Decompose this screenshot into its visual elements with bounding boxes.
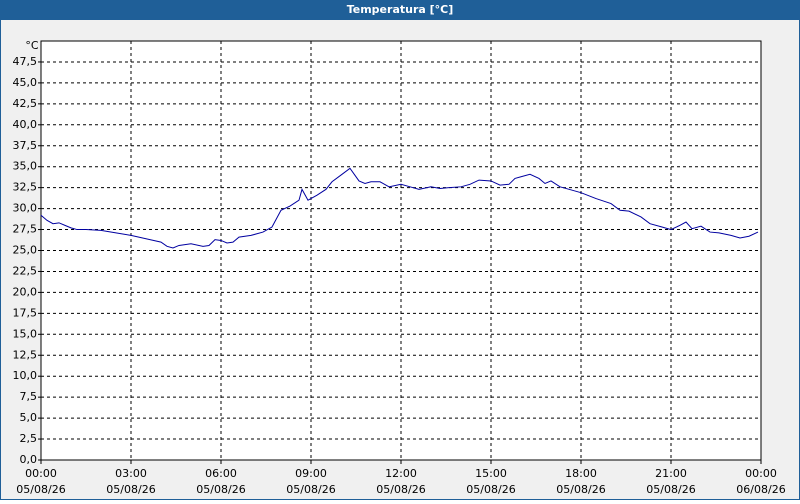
y-tick-label: 2,5 — [20, 432, 38, 445]
y-tick-label: 35,0 — [13, 160, 38, 173]
x-tick-date: 05/08/26 — [196, 483, 245, 496]
x-tick-date: 05/08/26 — [466, 483, 515, 496]
y-tick-label: 25,0 — [13, 244, 38, 257]
line-series — [40, 167, 759, 249]
x-tick-label: 09:00 — [295, 467, 327, 480]
y-tick-label: 32,5 — [13, 181, 38, 194]
x-tick-date: 05/08/26 — [286, 483, 335, 496]
y-tick-label: 12,5 — [13, 348, 38, 361]
y-tick-label: 7,5 — [20, 390, 38, 403]
y-tick-label: 47,5 — [13, 55, 38, 68]
y-tick-label: 30,0 — [13, 202, 38, 215]
y-tick-label: 0,0 — [20, 453, 38, 466]
x-tick-label: 00:00 — [745, 467, 777, 480]
x-tick-date: 05/08/26 — [16, 483, 65, 496]
x-tick-date: 05/08/26 — [646, 483, 695, 496]
x-tick-date: 06/08/26 — [736, 483, 785, 496]
y-tick-label: 45,0 — [13, 76, 38, 89]
x-tick-label: 21:00 — [655, 467, 687, 480]
y-tick-label: 40,0 — [13, 118, 38, 131]
x-tick-label: 03:00 — [115, 467, 147, 480]
y-tick-label: 37,5 — [13, 139, 38, 152]
x-tick-date: 05/08/26 — [106, 483, 155, 496]
x-tick-label: 18:00 — [565, 467, 597, 480]
y-unit: °C — [25, 39, 39, 52]
y-tick-label: 22,5 — [13, 264, 38, 277]
y-tick-label: 42,5 — [13, 97, 38, 110]
y-tick-label: 10,0 — [13, 369, 38, 382]
x-tick-label: 00:00 — [25, 467, 57, 480]
chart-title: Temperatura [°C] — [347, 3, 454, 16]
x-tick-date: 05/08/26 — [376, 483, 425, 496]
y-tick-label: 20,0 — [13, 285, 38, 298]
x-tick-label: 15:00 — [475, 467, 507, 480]
title-bar — [0, 0, 800, 20]
y-tick-label: 5,0 — [20, 411, 38, 424]
x-tick-label: 12:00 — [385, 467, 417, 480]
x-tick-label: 06:00 — [205, 467, 237, 480]
x-tick-date: 05/08/26 — [556, 483, 605, 496]
y-tick-label: 15,0 — [13, 327, 38, 340]
y-tick-label: 17,5 — [13, 306, 38, 319]
y-tick-label: 27,5 — [13, 223, 38, 236]
